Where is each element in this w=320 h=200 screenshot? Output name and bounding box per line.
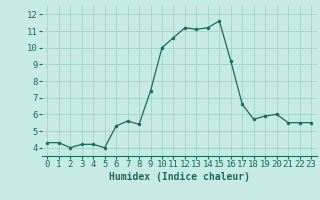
- X-axis label: Humidex (Indice chaleur): Humidex (Indice chaleur): [109, 172, 250, 182]
